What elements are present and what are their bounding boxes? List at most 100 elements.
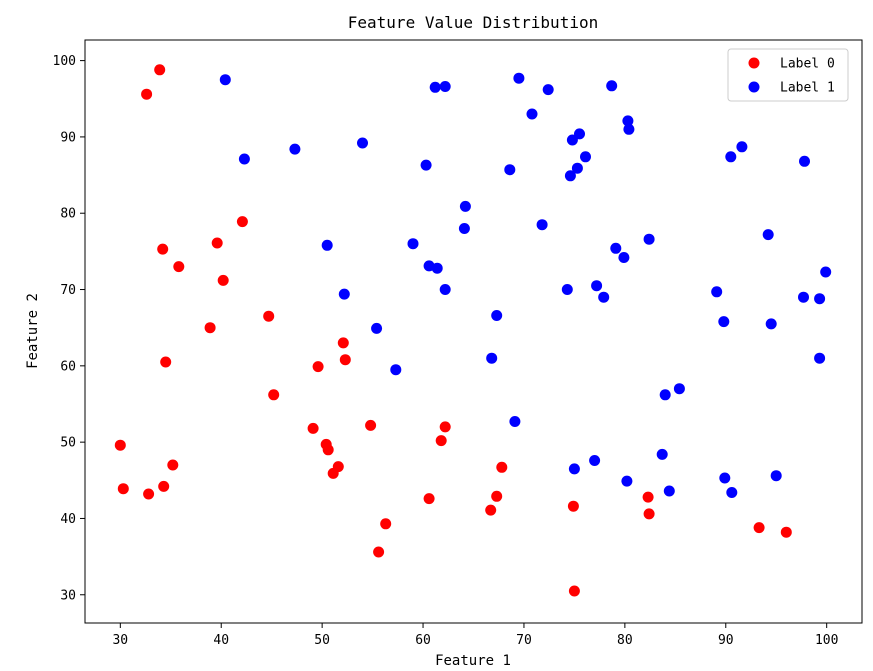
plot-marks <box>114 64 832 597</box>
scatter-point-label-1-35 <box>606 80 618 92</box>
legend-label-0: Label 0 <box>780 57 835 72</box>
scatter-point-label-0-9 <box>173 261 185 273</box>
x-tick-label-40: 40 <box>213 633 229 648</box>
scatter-point-label-1-57 <box>814 293 826 305</box>
scatter-point-label-1-0 <box>219 74 231 86</box>
scatter-point-label-1-32 <box>589 455 601 466</box>
y-tick-label-40: 40 <box>60 512 76 527</box>
y-tick-label-70: 70 <box>60 283 76 298</box>
scatter-point-label-0-35 <box>642 491 654 503</box>
y-tick-label-30: 30 <box>60 588 76 603</box>
scatter-point-label-0-16 <box>307 422 319 434</box>
y-tick-label-50: 50 <box>60 436 76 451</box>
scatter-point-label-1-55 <box>798 291 809 303</box>
y-axis: 30 40 50 60 70 80 90 100 <box>53 54 85 603</box>
legend-marker-label-0 <box>748 57 760 69</box>
y-tick-label-100: 100 <box>53 54 76 69</box>
scatter-point-label-0-29 <box>439 421 451 433</box>
x-tick-label-70: 70 <box>516 633 532 648</box>
y-tick-label-80: 80 <box>60 207 76 222</box>
scatter-point-label-1-9 <box>420 159 432 171</box>
scatter-point-label-0-30 <box>485 504 497 516</box>
scatter-point-label-0-38 <box>780 526 792 538</box>
scatter-point-label-0-37 <box>753 522 765 534</box>
scatter-point-label-1-23 <box>536 219 548 231</box>
scatter-point-label-1-19 <box>504 164 516 176</box>
scatter-point-label-1-40 <box>623 123 635 135</box>
scatter-point-label-1-45 <box>673 383 685 395</box>
scatter-point-label-0-11 <box>211 237 223 249</box>
scatter-point-label-1-14 <box>439 284 451 295</box>
scatter-point-label-0-4 <box>154 64 166 76</box>
x-axis: 30 40 50 60 70 80 90 100 <box>112 623 838 648</box>
scatter-point-label-1-15 <box>458 223 470 234</box>
scatter-point-label-1-28 <box>568 463 580 475</box>
scatter-point-label-0-21 <box>332 461 344 473</box>
x-axis-label: Feature 1 <box>435 653 511 669</box>
legend-marker-label-1 <box>748 81 760 93</box>
scatter-point-label-1-26 <box>564 170 576 182</box>
scatter-point-label-1-17 <box>486 352 498 364</box>
scatter-point-label-1-24 <box>542 84 554 96</box>
scatter-point-label-1-53 <box>765 318 777 330</box>
y-tick-label-60: 60 <box>60 359 76 374</box>
scatter-point-label-1-13 <box>439 81 451 92</box>
scatter-point-label-1-47 <box>718 316 730 328</box>
x-tick-label-100: 100 <box>815 633 838 648</box>
scatter-point-label-0-10 <box>204 322 216 334</box>
scatter-point-label-1-49 <box>725 151 737 163</box>
scatter-point-label-1-58 <box>814 352 826 364</box>
scatter-point-label-1-33 <box>591 280 603 292</box>
scatter-point-label-1-56 <box>799 155 810 167</box>
x-tick-label-50: 50 <box>314 633 330 648</box>
scatter-point-label-1-3 <box>321 239 333 251</box>
scatter-point-label-1-11 <box>429 81 441 93</box>
scatter-point-label-1-54 <box>770 470 782 482</box>
scatter-point-label-1-22 <box>526 108 538 120</box>
chart-title: Feature Value Distribution <box>348 13 598 32</box>
scatter-point-label-1-4 <box>338 288 350 300</box>
scatter-point-label-0-25 <box>373 546 385 558</box>
scatter-point-label-0-14 <box>263 310 275 322</box>
scatter-point-label-0-34 <box>568 585 580 597</box>
scatter-point-label-1-39 <box>622 115 634 127</box>
legend: Label 0 Label 1 <box>727 48 849 102</box>
scatter-point-label-1-20 <box>509 416 521 427</box>
scatter-point-label-1-50 <box>726 487 738 498</box>
scatter-point-label-1-42 <box>656 448 668 460</box>
scatter-point-label-0-23 <box>339 354 351 366</box>
scatter-point-label-1-25 <box>561 284 573 295</box>
scatter-point-label-1-8 <box>407 238 419 250</box>
scatter-point-label-0-6 <box>158 480 170 492</box>
scatter-point-label-1-36 <box>610 242 622 254</box>
scatter-point-label-1-31 <box>580 151 591 163</box>
scatter-point-label-1-30 <box>574 128 585 140</box>
scatter-point-label-0-3 <box>143 488 155 500</box>
scatter-point-label-0-1 <box>117 483 129 495</box>
scatter-point-label-1-43 <box>659 389 671 401</box>
scatter-point-label-1-1 <box>238 153 250 165</box>
scatter-point-label-0-13 <box>236 216 248 228</box>
scatter-point-label-0-36 <box>643 508 655 520</box>
scatter-point-label-0-33 <box>567 500 579 512</box>
scatter-point-label-0-7 <box>160 356 172 368</box>
legend-label-1: Label 1 <box>780 81 835 96</box>
scatter-point-label-0-22 <box>337 337 349 349</box>
scatter-point-label-1-41 <box>643 233 655 245</box>
scatter-point-label-1-21 <box>513 72 525 84</box>
scatter-point-label-1-29 <box>571 162 583 174</box>
scatter-point-label-1-18 <box>491 310 503 321</box>
scatter-point-label-1-16 <box>459 200 471 212</box>
scatter-point-label-1-7 <box>390 364 402 376</box>
scatter-point-label-0-2 <box>141 88 153 100</box>
scatter-point-label-1-59 <box>820 266 832 278</box>
scatter-point-label-0-5 <box>157 243 169 255</box>
scatter-point-label-0-0 <box>114 439 126 451</box>
scatter-point-label-1-48 <box>719 472 731 484</box>
scatter-point-label-1-46 <box>711 286 723 298</box>
scatter-point-label-1-12 <box>431 262 443 274</box>
scatter-point-label-1-6 <box>371 322 383 334</box>
scatter-point-label-0-8 <box>167 459 179 471</box>
scatter-point-label-0-26 <box>380 518 392 530</box>
